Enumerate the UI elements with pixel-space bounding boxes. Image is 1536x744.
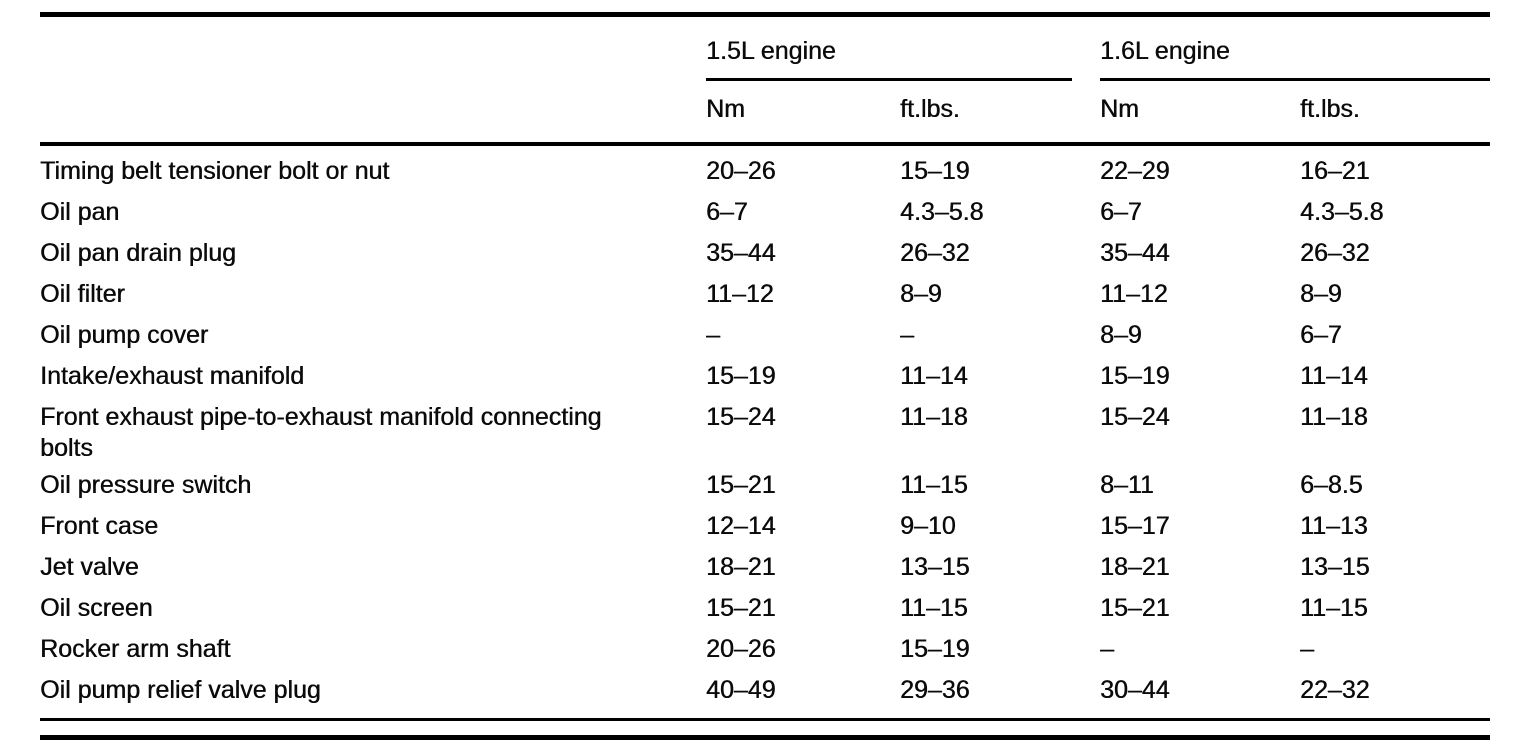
table-row: Intake/exhaust manifold 15–19 11–14 15–1… <box>40 355 1490 396</box>
column-header-ftlbs-1-5l: ft.lbs. <box>900 95 960 123</box>
value-cell: – <box>900 321 914 349</box>
value-cell: 15–24 <box>1100 403 1170 431</box>
value-cell: 6–7 <box>1300 321 1342 349</box>
value-cell: 15–21 <box>706 471 776 499</box>
column-header-nm-1-6l: Nm <box>1100 95 1139 123</box>
value-cell: 35–44 <box>706 239 776 267</box>
value-cell: – <box>1100 635 1114 663</box>
row-label: Front case <box>40 512 159 540</box>
value-cell: 11–14 <box>900 362 968 390</box>
column-header-ftlbs-1-6l: ft.lbs. <box>1300 95 1360 123</box>
table-row: Oil pan 6–7 4.3–5.8 6–7 4.3–5.8 <box>40 191 1490 232</box>
value-cell: 8–11 <box>1100 471 1154 499</box>
top-rule <box>40 12 1490 17</box>
label-column-spacer <box>40 81 706 111</box>
value-cell: – <box>1300 635 1314 663</box>
value-cell: 12–14 <box>706 512 776 540</box>
value-cell: 22–29 <box>1100 157 1170 185</box>
value-cell: 11–12 <box>706 280 774 308</box>
value-cell: 11–12 <box>1100 280 1168 308</box>
table-row: Front exhaust pipe-to-exhaust manifold c… <box>40 396 1490 464</box>
value-cell: 13–15 <box>900 553 970 581</box>
value-cell: 15–19 <box>900 157 970 185</box>
value-cell: 11–15 <box>900 471 968 499</box>
value-cell: 20–26 <box>706 635 776 663</box>
table-row: Front case 12–14 9–10 15–17 11–13 <box>40 505 1490 546</box>
value-cell: 26–32 <box>900 239 970 267</box>
row-label: Oil pan <box>40 198 120 226</box>
value-cell: 11–18 <box>900 403 968 431</box>
group-header-1-6l: 1.6L engine <box>1100 29 1490 81</box>
value-cell: 40–49 <box>706 676 776 704</box>
value-cell: 35–44 <box>1100 239 1170 267</box>
row-label: Oil pan drain plug <box>40 239 236 267</box>
value-cell: 15–19 <box>1100 362 1170 390</box>
table-row: Rocker arm shaft 20–26 15–19 – – <box>40 628 1490 669</box>
value-cell: 8–9 <box>1100 321 1142 349</box>
value-cell: 11–13 <box>1300 512 1368 540</box>
table-row: Oil pan drain plug 35–44 26–32 35–44 26–… <box>40 232 1490 273</box>
value-cell: 30–44 <box>1100 676 1170 704</box>
table-row: Oil pump relief valve plug 40–49 29–36 3… <box>40 669 1490 710</box>
value-cell: 26–32 <box>1300 239 1370 267</box>
value-cell: 15–24 <box>706 403 776 431</box>
bottom-rule <box>40 718 1490 740</box>
table-row: Oil pump cover – – 8–9 6–7 <box>40 314 1490 355</box>
table-row: Oil pressure switch 15–21 11–15 8–11 6–8… <box>40 464 1490 505</box>
value-cell: 11–18 <box>1300 403 1368 431</box>
group-header-1-5l: 1.5L engine <box>706 29 1072 81</box>
value-cell: 13–15 <box>1300 553 1370 581</box>
value-cell: 8–9 <box>900 280 942 308</box>
row-label: Jet valve <box>40 553 139 581</box>
value-cell: 15–17 <box>1100 512 1170 540</box>
value-cell: 18–21 <box>1100 553 1170 581</box>
value-cell: 18–21 <box>706 553 776 581</box>
table-row: Timing belt tensioner bolt or nut 20–26 … <box>40 150 1490 191</box>
column-header-nm-1-5l: Nm <box>706 95 745 123</box>
value-cell: 15–21 <box>1100 594 1170 622</box>
value-cell: 29–36 <box>900 676 970 704</box>
value-cell: 4.3–5.8 <box>1300 198 1384 226</box>
row-label: Timing belt tensioner bolt or nut <box>40 157 390 185</box>
row-label: Oil pump relief valve plug <box>40 676 321 704</box>
value-cell: 15–19 <box>706 362 776 390</box>
value-cell: 6–7 <box>1100 198 1142 226</box>
value-cell: 11–15 <box>1300 594 1368 622</box>
value-cell: 6–8.5 <box>1300 471 1363 499</box>
value-cell: 16–21 <box>1300 157 1370 185</box>
value-cell: 8–9 <box>1300 280 1342 308</box>
row-label: Front exhaust pipe-to-exhaust manifold c… <box>40 403 602 462</box>
row-label: Rocker arm shaft <box>40 635 231 663</box>
table-row: Oil screen 15–21 11–15 15–21 11–15 <box>40 587 1490 628</box>
value-cell: 6–7 <box>706 198 748 226</box>
row-label: Intake/exhaust manifold <box>40 362 305 390</box>
value-cell: 20–26 <box>706 157 776 185</box>
value-cell: 11–15 <box>900 594 968 622</box>
row-label: Oil screen <box>40 594 153 622</box>
value-cell: 22–32 <box>1300 676 1370 704</box>
value-cell: 15–21 <box>706 594 776 622</box>
row-label: Oil pressure switch <box>40 471 252 499</box>
row-label: Oil filter <box>40 280 125 308</box>
table-row: Oil filter 11–12 8–9 11–12 8–9 <box>40 273 1490 314</box>
value-cell: 15–19 <box>900 635 970 663</box>
value-cell: 4.3–5.8 <box>900 198 984 226</box>
value-cell: 11–14 <box>1300 362 1368 390</box>
table-group-header-row: 1.5L engine 1.6L engine <box>40 29 1490 81</box>
value-cell: 9–10 <box>900 512 956 540</box>
row-label: Oil pump cover <box>40 321 209 349</box>
header-divider-rule <box>40 142 1490 146</box>
table-subheader-row: Nm ft.lbs. Nm ft.lbs. <box>40 81 1490 140</box>
value-cell: – <box>706 321 720 349</box>
table-row: Jet valve 18–21 13–15 18–21 13–15 <box>40 546 1490 587</box>
